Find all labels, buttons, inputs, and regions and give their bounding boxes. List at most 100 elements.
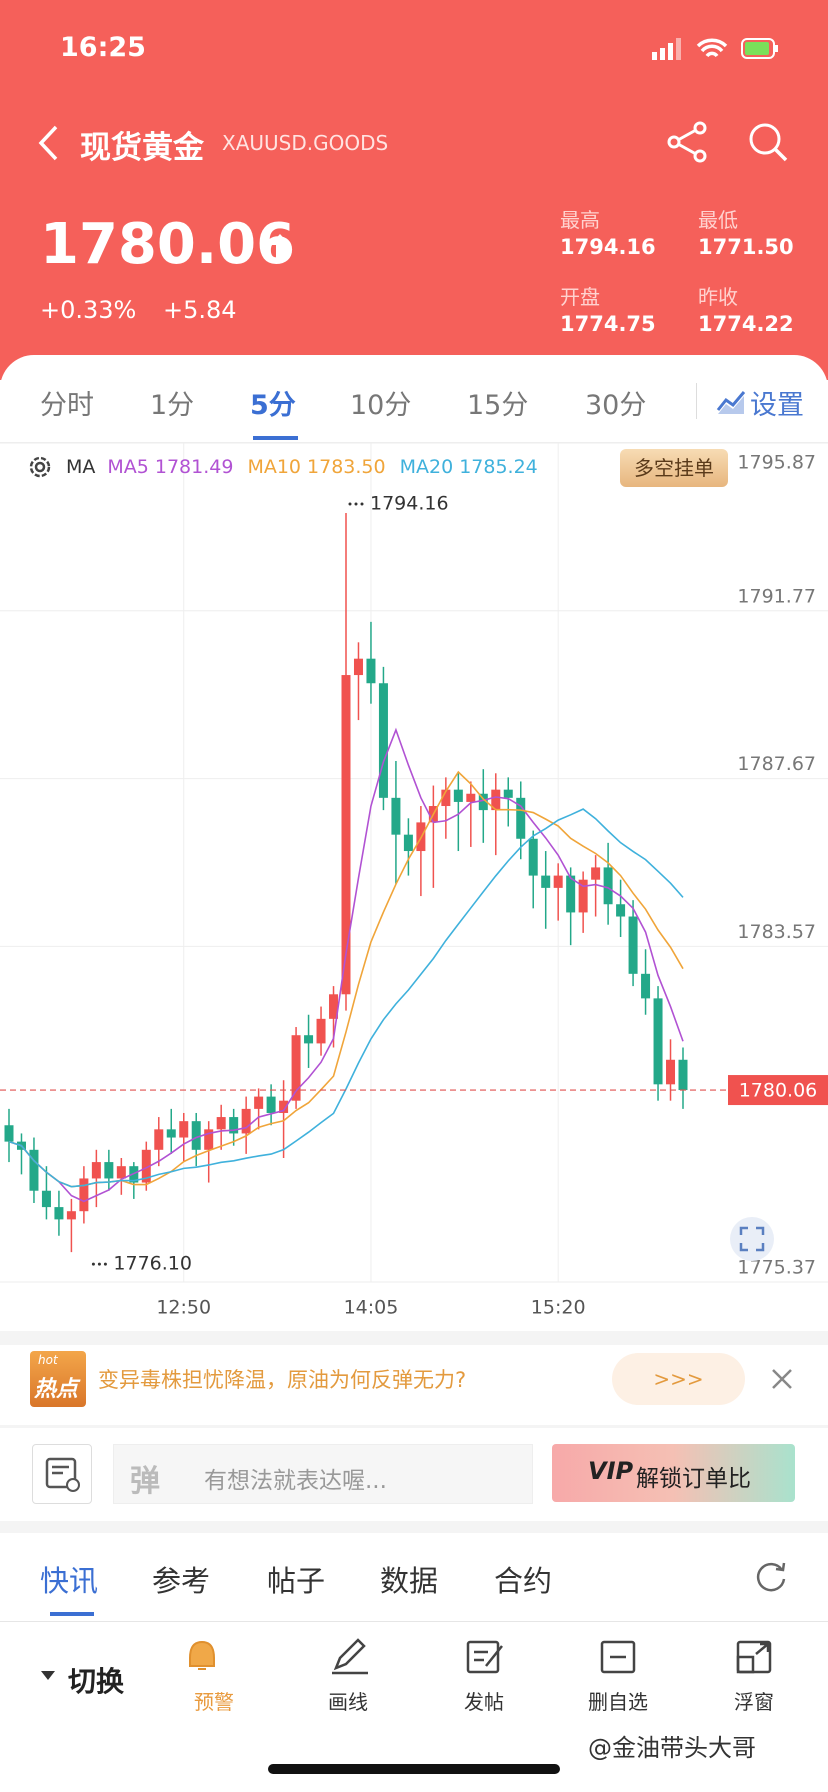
info-tab[interactable]: 数据 [380, 1564, 439, 1598]
candle-body [578, 879, 588, 913]
marker-dot [348, 502, 352, 506]
y-tick-label: 1783.57 [737, 921, 816, 943]
period-tab[interactable]: 30分 [585, 390, 647, 421]
stat-label: 最低 [698, 208, 738, 232]
period-tab[interactable]: 5分 [250, 390, 296, 421]
candle-body [204, 1129, 214, 1150]
change-pct: +0.33% [40, 296, 137, 324]
news-text[interactable]: 变异毒株担忧降温，原油为何反弹无力? [98, 1368, 467, 1392]
candle-body [116, 1166, 126, 1179]
candle-body [154, 1129, 164, 1150]
settings-icon[interactable] [716, 388, 748, 414]
stat-value: 1771.50 [698, 235, 794, 259]
candle-body [391, 797, 401, 835]
refresh-button[interactable] [754, 1560, 788, 1594]
candle-body [4, 1125, 14, 1142]
candle-body [79, 1178, 89, 1212]
placeholder: 有想法就表达喔... [204, 1468, 387, 1494]
candle-body [291, 1035, 301, 1101]
candle-body [403, 834, 413, 852]
info-tab[interactable]: 参考 [152, 1564, 211, 1598]
ma-line [8, 808, 684, 1188]
switch-caret [41, 1671, 55, 1680]
x-tick-label: 15:20 [531, 1297, 586, 1319]
bottom-icons [189, 1638, 772, 1675]
info-tab[interactable]: 快讯 [40, 1564, 99, 1598]
badge-top: hot [38, 1353, 58, 1367]
title: 现货黄金 [80, 130, 204, 166]
y-tick-label: 1791.77 [737, 585, 816, 607]
period-tab[interactable]: 15分 [467, 390, 529, 421]
candle-body [666, 1059, 676, 1085]
badge-text: 热点 [34, 1377, 79, 1402]
candle-body [541, 875, 551, 888]
y-tick-label: 1795.87 [737, 452, 816, 474]
candle-body [91, 1162, 101, 1179]
stat-value: 1774.22 [698, 312, 794, 336]
order-button[interactable]: 多空挂单 [620, 449, 728, 487]
period-tab[interactable]: 分时 [40, 390, 94, 421]
news-icon[interactable] [32, 1444, 92, 1504]
marker-dot [354, 502, 358, 506]
separator [0, 1425, 828, 1428]
gear-icon[interactable] [26, 453, 54, 481]
stat-value: 1774.75 [560, 312, 656, 336]
nav-item[interactable]: 预警 [194, 1690, 234, 1714]
marker-dot [360, 502, 364, 506]
info-tab[interactable]: 合约 [494, 1564, 553, 1598]
x-tick-label: 14:05 [344, 1297, 399, 1319]
candle-body [304, 1035, 314, 1044]
candle-body [516, 797, 526, 839]
candle-body [341, 675, 351, 995]
candle-body [266, 1096, 276, 1113]
switch[interactable]: 切换 [68, 1665, 125, 1698]
candle-body [366, 658, 376, 684]
candle-body [453, 789, 463, 802]
hot-badge: hot 热点 [30, 1351, 86, 1407]
search-button[interactable] [746, 120, 790, 164]
stat-label: 昨收 [698, 285, 738, 309]
tab-underline [253, 436, 298, 440]
back-button[interactable] [36, 124, 60, 162]
candle-body [503, 789, 513, 798]
separator [0, 1333, 828, 1345]
last-price-label: 1780.06 [739, 1080, 818, 1102]
news-icon-graphic [45, 1457, 80, 1492]
period-tab[interactable]: 10分 [350, 390, 412, 421]
ma-line [8, 727, 684, 1203]
symbol: XAUUSD.GOODS [222, 131, 389, 155]
share-button[interactable] [666, 120, 710, 164]
candle-body [678, 1059, 688, 1091]
nav-item[interactable]: 删自选 [588, 1690, 648, 1714]
vip-button[interactable]: VIP 解锁订单比 [552, 1444, 795, 1502]
candle-body [628, 916, 638, 974]
close-button[interactable] [770, 1367, 794, 1391]
candle-body [641, 973, 651, 999]
vip-text: 解锁订单比 [636, 1466, 751, 1492]
high-marker: 1794.16 [370, 492, 449, 514]
settings[interactable]: 设置 [750, 390, 804, 421]
ma-value: 1783.50 [307, 456, 386, 478]
more-button[interactable]: >>> [612, 1353, 745, 1405]
separator [0, 1521, 828, 1533]
candle-body [41, 1190, 51, 1208]
candle-body [441, 789, 451, 807]
ma-name: MA20 [399, 456, 454, 478]
nav-item[interactable]: 浮窗 [734, 1690, 774, 1714]
nav-item[interactable]: 发帖 [464, 1690, 504, 1714]
info-tab[interactable]: 帖子 [267, 1564, 326, 1598]
ma-name: MA10 [247, 456, 302, 478]
fullscreen-button[interactable] [729, 1216, 775, 1262]
candle-body [553, 875, 563, 888]
candle-body [528, 838, 538, 876]
period-tab[interactable]: 1分 [150, 390, 195, 421]
nav-item[interactable]: 画线 [328, 1690, 368, 1714]
candle-body [229, 1117, 239, 1134]
up-arrow [270, 234, 290, 258]
y-tick-label: 1775.37 [737, 1257, 816, 1279]
ma-name: MA5 [107, 456, 149, 478]
divider [696, 383, 697, 419]
comment-input[interactable]: 弹 有想法就表达喔... [113, 1444, 533, 1504]
candle-body [491, 789, 501, 811]
